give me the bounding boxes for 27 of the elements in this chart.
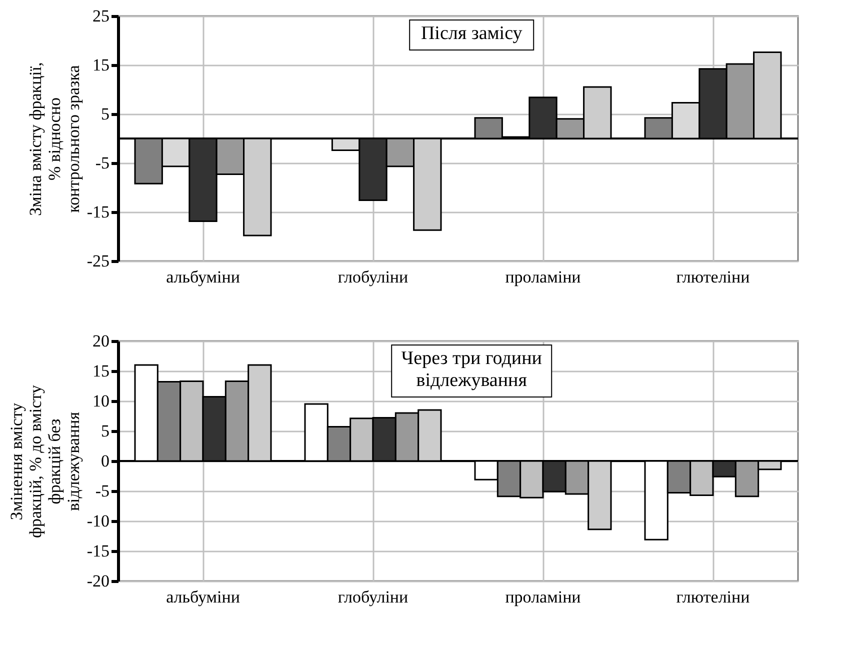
y-tick-label: -5 (95, 154, 110, 172)
y-tick-label: 0 (101, 452, 110, 470)
x-tick-label: проламіни (505, 268, 581, 286)
x-tick-label: альбуміни (166, 268, 240, 286)
y-tick-label: 5 (101, 104, 110, 124)
annotation: Через три години відлежування (401, 348, 542, 391)
y-tick-label: -25 (86, 252, 110, 270)
y-tick-label: 10 (92, 392, 110, 410)
x-tick-label: глютеліни (676, 268, 750, 286)
y-tick-label: -15 (86, 542, 110, 560)
y-tick-label: -10 (86, 512, 110, 530)
y-tick-label: -5 (95, 482, 110, 500)
y-axis-title: Змінення вмісту фракцій, % до вмісту фракцій без відлежування (6, 384, 83, 538)
x-tick-label: глобуліни (338, 268, 408, 286)
x-tick-label: глютеліни (676, 588, 750, 606)
y-axis-title: Зміна вмісту фракції, % відносно контрольного зразка (26, 62, 83, 216)
annotation: Після замісу (420, 23, 523, 44)
x-tick-label: проламіни (505, 588, 581, 606)
x-tick-label: альбуміни (166, 588, 240, 606)
x-tick-label: глобуліни (338, 588, 408, 606)
y-tick-label: 5 (101, 422, 110, 440)
y-tick-label: -20 (86, 572, 110, 590)
y-tick-label: 15 (92, 362, 110, 380)
y-tick-label: 25 (92, 6, 110, 26)
y-tick-label: 20 (92, 332, 110, 350)
y-tick-label: 15 (92, 56, 110, 74)
y-tick-label: -15 (86, 202, 110, 222)
